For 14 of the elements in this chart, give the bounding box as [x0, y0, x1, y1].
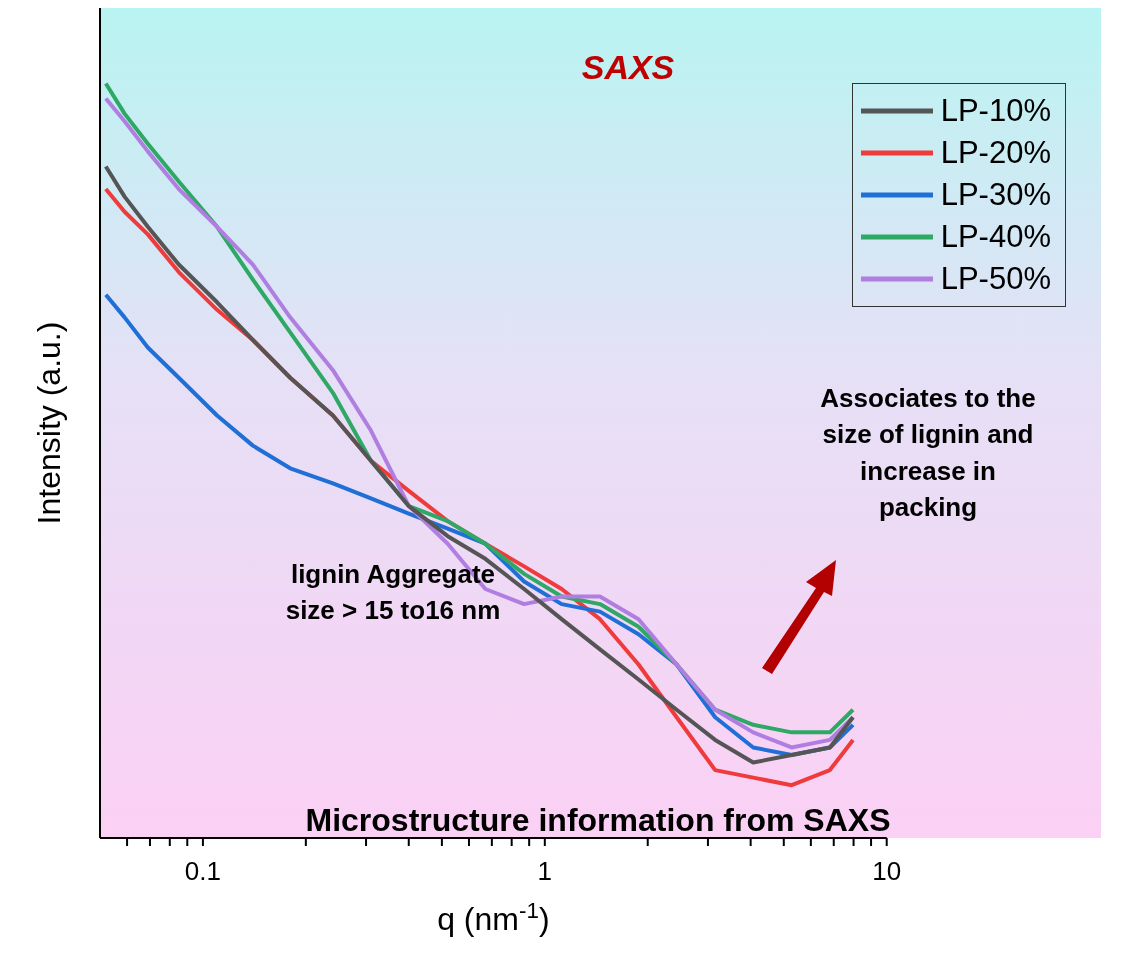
annotation: Microstructure information from SAXS: [304, 801, 892, 840]
x-tick-label: 0.1: [184, 856, 221, 887]
legend-label: LP-20%: [940, 135, 1051, 171]
legend-label: LP-50%: [940, 261, 1051, 297]
chart-title: SAXS: [580, 48, 676, 87]
x-tick-label: 10: [872, 856, 902, 887]
annotation: lignin Aggregate size > 15 to16 nm: [284, 558, 502, 628]
y-axis-title: Intensity (a.u.): [31, 321, 67, 525]
legend-label: LP-40%: [940, 219, 1051, 255]
legend-label: LP-30%: [940, 177, 1051, 213]
x-axis-title: q (nm$^{-1}$): [437, 897, 550, 937]
legend-label: LP-10%: [940, 93, 1051, 129]
x-tick-label: 1: [537, 856, 553, 887]
annotation: Associates to the size of lignin and increase in packing: [819, 382, 1037, 525]
